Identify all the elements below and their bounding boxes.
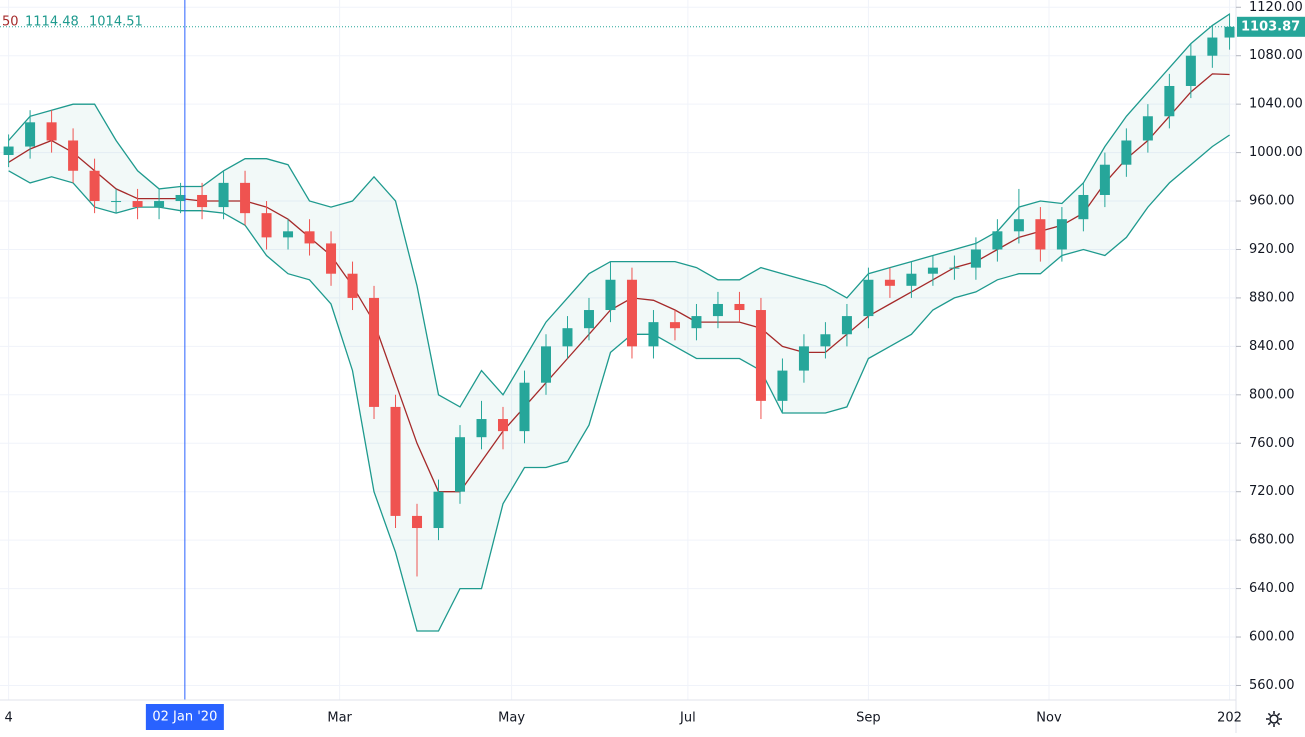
candle-body <box>1185 55 1196 86</box>
candle-body <box>949 267 960 269</box>
candle-body <box>755 310 766 401</box>
candle-body <box>218 182 229 208</box>
candle-body <box>1121 140 1132 165</box>
candle-body <box>691 316 702 329</box>
candle-body <box>712 303 723 317</box>
candle-body <box>347 273 358 298</box>
candle-body <box>863 279 874 317</box>
candle-body <box>283 231 294 238</box>
candle-body <box>68 140 79 171</box>
y-tick-label: 880.00 <box>1249 290 1295 305</box>
plot-area <box>0 0 1236 700</box>
candle-body <box>540 346 551 383</box>
candle-body <box>927 267 938 274</box>
y-tick-label: 600.00 <box>1249 630 1295 645</box>
x-tick-label: 4 <box>4 711 12 726</box>
candle-body <box>519 382 530 432</box>
candle-body <box>390 406 401 516</box>
candle-body <box>1078 194 1089 220</box>
gear-teeth <box>1266 711 1282 727</box>
candle-body <box>455 437 466 492</box>
candle-body <box>1056 219 1067 250</box>
candle-body <box>798 346 809 371</box>
x-tick-label: Mar <box>327 711 352 726</box>
y-tick-label: 640.00 <box>1249 581 1295 596</box>
candle-body <box>777 370 788 401</box>
candle-body <box>412 515 423 529</box>
y-tick-label: 1040.00 <box>1249 97 1303 112</box>
candle-body <box>240 182 251 214</box>
candle-body <box>884 279 895 286</box>
candle-body <box>132 201 143 208</box>
last-price-label: 1103.87 <box>1241 19 1300 34</box>
candle-body <box>46 122 57 141</box>
candle-body <box>197 194 208 208</box>
candle-body <box>1142 116 1153 141</box>
last-price-bg <box>1237 16 1305 37</box>
grid <box>0 0 1236 700</box>
y-tick-label: 720.00 <box>1249 484 1295 499</box>
x-tick-label: May <box>498 711 525 726</box>
candle-body <box>906 273 917 286</box>
candle-body <box>1099 164 1110 195</box>
crosshair-label: 02 Jan '20 <box>152 710 217 725</box>
legend-value: 1114.48 <box>25 15 79 30</box>
y-tick-label: 1120.00 <box>1249 0 1303 15</box>
candle-body <box>734 303 745 311</box>
y-tick-label: 1000.00 <box>1249 145 1303 160</box>
y-tick-label: 1080.00 <box>1249 48 1303 63</box>
candle-body <box>175 194 186 202</box>
band-line <box>8 13 1230 408</box>
candle-body <box>111 201 122 203</box>
band-line <box>8 73 1230 493</box>
candle-body <box>1035 219 1046 250</box>
candle-body <box>25 122 36 147</box>
y-tick-label: 800.00 <box>1249 387 1295 402</box>
legend-value: 50 <box>2 15 19 30</box>
x-tick-label: Sep <box>856 711 881 726</box>
candle-body <box>605 279 616 311</box>
y-tick-label: 960.00 <box>1249 194 1295 209</box>
candle-body <box>304 231 315 244</box>
x-tick-label: Nov <box>1036 711 1062 726</box>
crosshair-label-bg <box>145 704 224 730</box>
candle-body <box>154 201 165 208</box>
candle-body <box>1013 219 1024 232</box>
candle-body <box>970 249 981 268</box>
legend-value: 1014.51 <box>89 15 143 30</box>
candle-body <box>669 322 680 329</box>
y-tick-label: 680.00 <box>1249 533 1295 548</box>
candle-body <box>562 328 573 347</box>
candle-body <box>841 316 852 335</box>
candle-body <box>89 170 100 202</box>
band-line <box>8 134 1230 632</box>
candle-body <box>992 231 1003 250</box>
candle-body <box>326 243 337 274</box>
x-tick-label: 202 <box>1217 711 1242 726</box>
candle-body <box>583 310 594 329</box>
candle-body <box>497 419 508 432</box>
y-tick-label: 560.00 <box>1249 678 1295 693</box>
band-fill <box>8 13 1230 631</box>
gear-center <box>1269 714 1279 724</box>
settings-icon[interactable] <box>1266 711 1282 727</box>
y-tick-label: 840.00 <box>1249 339 1295 354</box>
candle-body <box>1207 37 1218 56</box>
candle-body <box>1164 85 1175 117</box>
candle-body <box>1224 26 1235 38</box>
x-tick-label: Jul <box>679 711 696 726</box>
y-tick-label: 760.00 <box>1249 436 1295 451</box>
candle-body <box>369 297 380 407</box>
candle-body <box>3 146 14 156</box>
candle-body <box>648 322 659 347</box>
candle-body <box>476 419 487 438</box>
candle-body <box>433 491 444 529</box>
y-tick-label: 920.00 <box>1249 242 1295 257</box>
candle-body <box>820 334 831 347</box>
candle-body <box>626 279 637 347</box>
candle-body <box>261 213 272 238</box>
